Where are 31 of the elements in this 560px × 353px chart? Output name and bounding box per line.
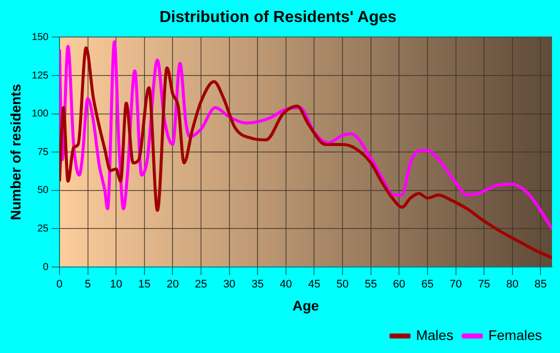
x-tick-label: 85 xyxy=(534,278,547,291)
x-tick-label: 0 xyxy=(56,278,63,291)
legend-label: Males xyxy=(416,326,454,343)
x-tick-label: 35 xyxy=(252,278,264,291)
y-axis-title: Number of residents xyxy=(7,84,24,220)
x-tick-label: 20 xyxy=(166,278,179,291)
x-tick-label: 5 xyxy=(84,278,91,291)
y-tick-label: 150 xyxy=(32,32,49,43)
x-tick-label: 25 xyxy=(194,278,208,291)
x-tick-label: 65 xyxy=(421,278,434,291)
y-tick-label: 100 xyxy=(32,108,49,120)
y-tick-label: 50 xyxy=(37,185,49,196)
x-axis-title: Age xyxy=(292,297,320,314)
line-series xyxy=(59,46,552,260)
x-tick-label: 15 xyxy=(138,278,151,291)
x-tick-label: 70 xyxy=(450,278,462,291)
x-tick-label: 50 xyxy=(336,278,349,291)
x-tick-label: 45 xyxy=(308,278,320,291)
x-tick-label: 55 xyxy=(364,278,377,291)
y-tick-label: 125 xyxy=(32,70,49,82)
x-tick-label: 60 xyxy=(393,278,406,291)
x-tick-label: 30 xyxy=(223,278,236,291)
x-tick-label: 10 xyxy=(110,278,122,291)
x-tick-label: 75 xyxy=(478,278,490,291)
chart-title: Distribution of Residents' Ages xyxy=(159,9,397,26)
x-tick-label: 40 xyxy=(280,278,292,291)
legend-label: Females xyxy=(488,326,542,343)
x-tick-label: 80 xyxy=(506,278,518,291)
y-tick-label: 0 xyxy=(42,262,49,273)
y-tick-label: 75 xyxy=(37,146,49,158)
y-tick-label: 25 xyxy=(37,223,49,234)
